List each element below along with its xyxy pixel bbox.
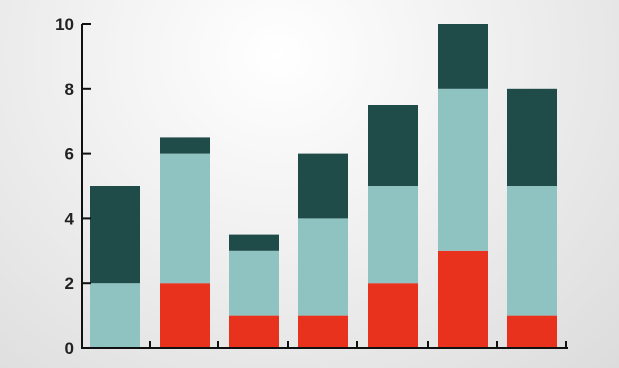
bar-4-segment-3 bbox=[298, 153, 348, 219]
bar-6-segment-3 bbox=[438, 24, 488, 89]
bar-7-segment-3 bbox=[507, 88, 557, 186]
bar-5-segment-3 bbox=[368, 105, 418, 186]
y-tick-label: 6 bbox=[65, 145, 74, 164]
bar-4-segment-1 bbox=[298, 315, 348, 348]
y-tick-label: 4 bbox=[65, 209, 75, 228]
y-tick-label: 0 bbox=[65, 339, 74, 358]
y-tick-label: 8 bbox=[65, 80, 74, 99]
y-tick-label: 10 bbox=[55, 15, 74, 34]
bar-6-segment-1 bbox=[438, 250, 488, 348]
bars-group bbox=[90, 24, 557, 348]
bar-7-segment-1 bbox=[507, 315, 557, 348]
bar-7-segment-2 bbox=[507, 186, 557, 316]
bar-5-segment-1 bbox=[368, 283, 418, 348]
bar-6-segment-2 bbox=[438, 88, 488, 251]
bar-2-segment-1 bbox=[160, 283, 210, 348]
bar-3-segment-2 bbox=[229, 250, 279, 316]
bar-3-segment-1 bbox=[229, 315, 279, 348]
bar-1-segment-2 bbox=[90, 283, 140, 348]
bar-3-segment-3 bbox=[229, 234, 279, 251]
bar-2-segment-3 bbox=[160, 137, 210, 154]
bar-5-segment-2 bbox=[368, 186, 418, 284]
bar-1-segment-3 bbox=[90, 186, 140, 284]
bar-2-segment-2 bbox=[160, 153, 210, 284]
bar-4-segment-2 bbox=[298, 218, 348, 316]
axes-group: 0 2 4 6 8 10 bbox=[55, 15, 568, 358]
y-tick-label: 2 bbox=[65, 274, 74, 293]
